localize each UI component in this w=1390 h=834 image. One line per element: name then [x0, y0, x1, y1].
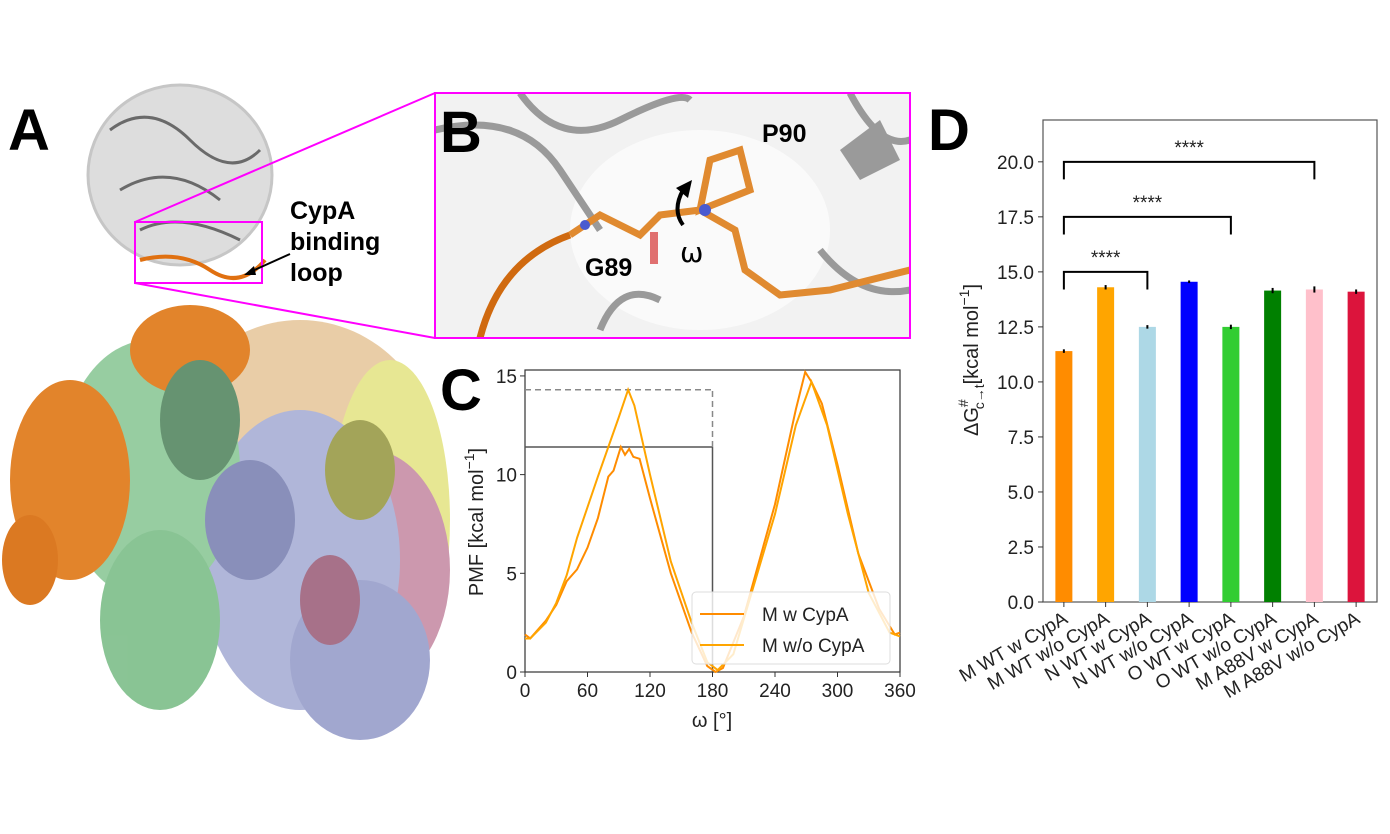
panel-a-structure: A CypA binding loop — [2, 83, 450, 740]
zoom-line-bottom — [134, 282, 436, 339]
c-series-line-1 — [525, 378, 901, 672]
c-legend-label: M w CypA — [762, 605, 849, 626]
zoom-line-top — [134, 92, 436, 223]
d-significance-bracket — [1062, 160, 1316, 180]
omega-label: ω — [680, 236, 703, 269]
d-bar-5 — [1264, 290, 1282, 602]
d-bar-0 — [1055, 351, 1073, 602]
panel-b-label: B — [440, 100, 482, 165]
panel-b-closeup: B P90 G89 ω — [434, 92, 911, 339]
d-bar-6 — [1305, 289, 1323, 602]
annotation-line-1: CypA — [290, 197, 355, 225]
d-y-tick-label: 0.0 — [1008, 593, 1034, 614]
c-series-line-0 — [524, 369, 901, 674]
rotation-arrow-icon — [676, 180, 692, 198]
d-bar-7 — [1347, 291, 1365, 602]
d-y-tick-label: 15.0 — [997, 263, 1034, 284]
c-x-tick-label: 0 — [520, 681, 531, 702]
annotation-line-3: loop — [290, 259, 343, 287]
c-y-tick-label: 0 — [506, 663, 517, 684]
cypa-surface — [86, 83, 274, 280]
c-x-axis-label: ω [°] — [692, 710, 732, 732]
c-x-tick-label: 180 — [697, 681, 729, 702]
panel-a-label: A — [8, 98, 50, 163]
c-y-axis-label: PMF [kcal mol−1] — [461, 448, 488, 596]
panel-b-border — [434, 92, 911, 339]
c-x-tick-label: 240 — [759, 681, 791, 702]
d-y-tick-label: 12.5 — [997, 318, 1034, 339]
annotation-line-2: binding — [290, 228, 380, 256]
annotation-arrow — [249, 253, 291, 273]
panel-c-pmf-chart: C ω [°] PMF [kcal mol−1] 0 60 120 180 240 300… — [440, 358, 916, 732]
d-y-tick-label: 2.5 — [1008, 538, 1034, 559]
panel-c-label: C — [440, 358, 482, 423]
d-significance-label: **** — [1133, 193, 1163, 214]
d-bar-3 — [1180, 281, 1198, 602]
residue-p90-label: P90 — [762, 120, 806, 148]
d-y-axis-label: ΔG#c→t[kcal mol−1] — [955, 284, 987, 436]
residue-g89-label: G89 — [585, 254, 632, 282]
annotation-arrowhead-icon — [244, 266, 256, 275]
c-x-tick-label: 60 — [577, 681, 598, 702]
d-y-tick-label: 5.0 — [1008, 483, 1034, 504]
c-x-tick-label: 120 — [634, 681, 666, 702]
d-significance-bracket — [1062, 215, 1232, 235]
c-y-tick-label: 10 — [496, 466, 517, 487]
hexamer-illustration — [2, 305, 450, 740]
d-bar-4 — [1222, 326, 1240, 602]
d-significance-bracket — [1062, 270, 1149, 290]
d-y-tick-label: 17.5 — [997, 208, 1034, 229]
c-y-tick-label: 15 — [496, 367, 517, 388]
panel-d-label: D — [928, 98, 970, 163]
panel-d-bar-chart: D ΔG#c→t[kcal mol−1] 0.0 2.5 5.0 7.5 10.0 12.… — [928, 98, 1378, 703]
d-significance-label: **** — [1174, 138, 1204, 159]
c-legend-label: M w/o CypA — [762, 636, 865, 657]
c-y-tick-label: 5 — [506, 564, 517, 585]
d-y-tick-label: 7.5 — [1008, 428, 1034, 449]
zoom-box — [134, 221, 263, 284]
c-x-tick-label: 300 — [822, 681, 854, 702]
d-significance-label: **** — [1091, 248, 1121, 269]
d-bar-1 — [1097, 287, 1115, 602]
c-x-tick-label: 360 — [884, 681, 916, 702]
d-bar-2 — [1138, 326, 1156, 602]
d-y-tick-label: 20.0 — [997, 153, 1034, 174]
d-y-tick-label: 10.0 — [997, 373, 1034, 394]
d-plot-frame — [1042, 119, 1378, 603]
